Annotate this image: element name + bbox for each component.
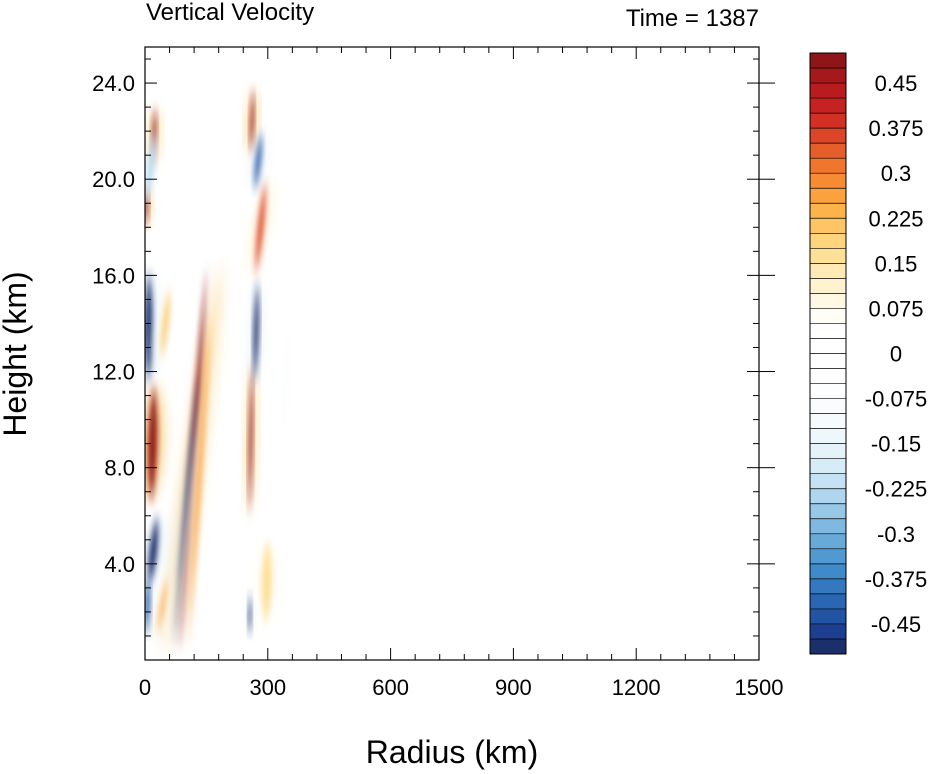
- colorbar-swatch: [810, 368, 846, 384]
- colorbar-swatch: [810, 53, 846, 69]
- colorbar-swatch: [810, 248, 846, 264]
- x-axis: 0 300 600 900 1200 1500: [139, 47, 784, 700]
- colorbar-swatch: [810, 413, 846, 429]
- y-tick-label: 24.0: [92, 71, 135, 96]
- colorbar-swatch: [810, 638, 846, 655]
- colorbar-swatch: [810, 443, 846, 459]
- colorbar-swatch: [810, 323, 846, 339]
- x-tick-label: 0: [139, 675, 151, 700]
- chart-subtitle: Time = 1387: [626, 5, 759, 32]
- field-feature-updraft-300-mid: [245, 355, 256, 520]
- colorbar-tick-label: -0.45: [871, 612, 921, 637]
- y-tick-label: 4.0: [104, 552, 135, 577]
- field-feature-updraft-300-orange: [249, 176, 273, 278]
- field-feature-updraft-slanted-outer: [174, 303, 225, 657]
- y-tick-label: 20.0: [92, 167, 135, 192]
- colorbar-swatch: [810, 143, 846, 159]
- colorbar-swatch: [810, 623, 846, 640]
- y-axis: 4.0 8.0 12.0 16.0 20.0 24.0: [92, 58, 775, 637]
- colorbar-swatch: [810, 578, 846, 595]
- colorbar-swatch: [810, 398, 846, 414]
- x-axis-label: Radius (km): [366, 734, 538, 770]
- colorbar-tick-label: 0.075: [868, 296, 923, 321]
- colorbar-tick-label: -0.3: [877, 522, 915, 547]
- colorbar-swatch: [810, 83, 846, 99]
- colorbar-frame: [809, 52, 847, 655]
- field-feature-downdraft-300-upper: [249, 129, 267, 193]
- colorbar: 0.45 0.375 0.3 0.225 0.15 0.075 0 -0.075 -0.15 -0…: [809, 52, 927, 655]
- colorbar-tick-label: 0: [890, 342, 902, 367]
- field-feature-downdraft-near-axis: [145, 574, 154, 638]
- colorbar-swatch: [810, 458, 846, 474]
- colorbar-tick-label: 0.3: [881, 161, 912, 186]
- colorbar-swatch: [810, 158, 846, 174]
- field-feature-downdraft-core-low: [145, 513, 165, 589]
- x-tick-label: 900: [495, 675, 532, 700]
- colorbar-swatch: [810, 503, 846, 520]
- colorbar-swatch: [810, 188, 846, 204]
- colorbar-swatch: [810, 203, 846, 219]
- x-tick-label: 600: [372, 675, 409, 700]
- colorbar-swatch: [810, 518, 846, 535]
- colorbar-swatch: [810, 98, 846, 114]
- field-feature-downdraft-top-left: [145, 129, 160, 204]
- colorbar-swatch: [810, 173, 846, 189]
- colorbar-swatch: [810, 383, 846, 399]
- colorbar-tick-label: -0.375: [865, 567, 927, 592]
- x-tick-label: 1500: [735, 675, 784, 700]
- colorbar-tick-label: 0.375: [868, 116, 923, 141]
- colorbar-swatch: [810, 593, 846, 610]
- x-tick-label: 1200: [612, 675, 661, 700]
- field-feature-updraft-core-lower: [145, 380, 163, 507]
- plot-background: [145, 47, 759, 660]
- colorbar-swatch: [810, 218, 846, 234]
- colorbar-tick-label: -0.15: [871, 432, 921, 457]
- colorbar-swatch: [810, 233, 846, 249]
- field-feature-updraft-orange-low: [151, 574, 174, 638]
- chart-title: Vertical Velocity: [146, 0, 314, 26]
- colorbar-tick-label: 0.225: [868, 206, 923, 231]
- colorbar-tick-label: -0.225: [865, 477, 927, 502]
- field-feature-updraft-300-low: [255, 537, 279, 627]
- field-feature-downdraft-300-mid: [249, 277, 263, 387]
- colorbar-swatch: [810, 488, 846, 505]
- x-tick-label: 300: [249, 675, 286, 700]
- colorbar-swatch: [810, 533, 846, 550]
- y-axis-label: Height (km): [0, 271, 33, 436]
- colorbar-swatch: [810, 293, 846, 309]
- colorbar-swatch: [810, 548, 846, 565]
- field-feature-updraft-300-upper: [247, 86, 257, 157]
- colorbar-swatch: [810, 263, 846, 279]
- field-feature-updraft-orange-mid: [156, 285, 175, 362]
- colorbar-swatch: [810, 428, 846, 444]
- colorbar-swatch: [810, 473, 846, 490]
- colorbar-tick-label: -0.075: [865, 387, 927, 412]
- plot-frame: [144, 46, 760, 661]
- colorbar-swatch: [810, 563, 846, 580]
- colorbar-swatch: [810, 608, 846, 625]
- y-tick-label: 12.0: [92, 360, 135, 385]
- colorbar-swatch: [810, 308, 846, 324]
- colorbar-swatch: [810, 278, 846, 294]
- field-feature-downdraft-300-low: [246, 591, 254, 638]
- colorbar-tick-label: 0.45: [875, 71, 918, 96]
- field-feature-downdraft-core-mid: [145, 267, 158, 387]
- colorbar-swatch: [810, 68, 846, 84]
- colorbar-swatch: [810, 338, 846, 354]
- field-feature-downdraft-outer-350: [281, 320, 292, 447]
- y-tick-label: 8.0: [104, 456, 135, 481]
- colorbar-swatch: [810, 353, 846, 369]
- y-tick-label: 16.0: [92, 263, 135, 288]
- colorbar-tick-label: 0.15: [875, 251, 918, 276]
- plot-area: [144, 46, 760, 661]
- colorbar-swatch: [810, 128, 846, 144]
- colorbar-swatch: [810, 113, 846, 129]
